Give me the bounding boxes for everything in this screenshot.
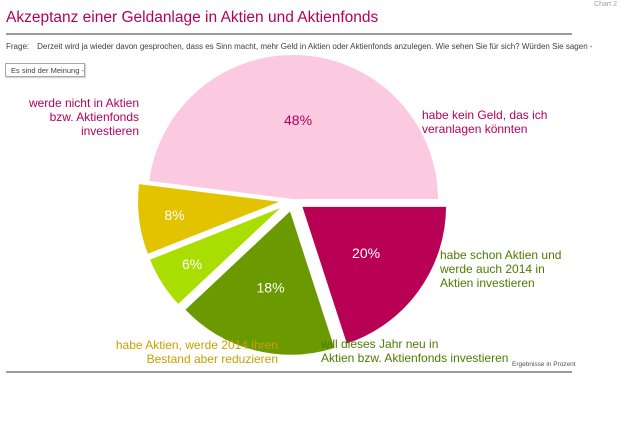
slice-label-line: investieren	[80, 124, 139, 138]
chart-number-label: Chart 2	[594, 1, 617, 8]
question-label: Frage:	[6, 42, 30, 51]
slice-label-line: Aktien bzw. Aktienfonds investieren	[321, 351, 509, 365]
slice-label-line: werde nicht in Aktien	[28, 96, 139, 110]
pie-slice	[299, 204, 449, 346]
opinion-prompt-box: Es sind der Meinung -	[5, 63, 85, 77]
slice-label-line: Aktien investieren	[440, 276, 535, 290]
slice-label-line: habe schon Aktien und	[440, 248, 562, 262]
footer-divider	[6, 371, 572, 373]
slice-label-line: veranlagen könnten	[422, 122, 528, 136]
pie-value-label: 18%	[257, 279, 285, 295]
pie-slice	[182, 207, 337, 357]
pie-value-label: 20%	[352, 245, 380, 261]
slice-label-nicht-investieren: werde nicht in Aktien bzw. Aktienfonds i…	[29, 96, 139, 138]
question-text: Derzeit wird ja wieder davon gesprochen,…	[37, 42, 593, 51]
pie-slice	[147, 204, 286, 307]
pie-value-label: 6%	[182, 256, 202, 272]
slice-label-schon-aktien: habe schon Aktien und werde auch 2014 in…	[440, 248, 561, 290]
slice-label-line: habe kein Geld, das ich	[422, 108, 548, 122]
slice-label-line: bzw. Aktienfonds	[49, 110, 139, 124]
slice-label-line: Bestand aber reduzieren	[146, 352, 278, 366]
slice-label-line: werde auch 2014 in	[440, 262, 545, 276]
question-row: Frage: Derzeit wird ja wieder davon gespr…	[6, 42, 593, 51]
slice-label-kein-geld: habe kein Geld, das ich veranlagen könnt…	[422, 108, 547, 136]
pie-value-label: 8%	[164, 207, 184, 223]
source-note: Ergebnisse in Prozent	[512, 361, 576, 368]
title-divider	[6, 33, 572, 35]
slice-label-line: habe Aktien, werde 2014 ihren	[115, 338, 278, 352]
pie-slice	[147, 53, 441, 201]
slice-label-reduzieren: habe Aktien, werde 2014 ihren Bestand ab…	[116, 338, 278, 366]
slice-label-neu-investieren: will dieses Jahr neu in Aktien bzw. Akti…	[321, 337, 508, 365]
chart-title: Akzeptanz einer Geldanlage in Aktien und…	[6, 9, 379, 26]
pie-value-label: 48%	[284, 112, 312, 128]
pie-slice	[136, 181, 284, 257]
slice-label-line: will dieses Jahr neu in	[321, 337, 439, 351]
